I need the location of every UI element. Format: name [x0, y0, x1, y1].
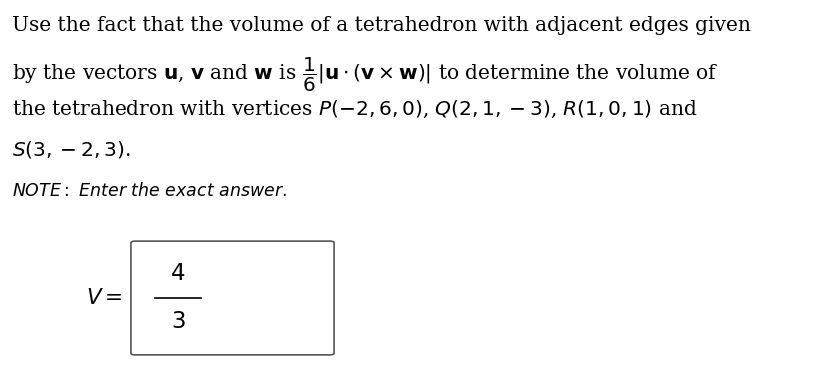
FancyBboxPatch shape — [131, 241, 334, 355]
Text: $4$: $4$ — [170, 263, 185, 285]
Text: the tetrahedron with vertices $P(-2,6,0)$, $Q(2,1,-3)$, $R(1,0,1)$ and: the tetrahedron with vertices $P(-2,6,0)… — [12, 99, 697, 120]
Text: $3$: $3$ — [171, 311, 185, 333]
Text: by the vectors $\mathbf{u}$, $\mathbf{v}$ and $\mathbf{w}$ is $\dfrac{1}{6}|\mat: by the vectors $\mathbf{u}$, $\mathbf{v}… — [12, 56, 718, 94]
Text: Use the fact that the volume of a tetrahedron with adjacent edges given: Use the fact that the volume of a tetrah… — [12, 16, 751, 35]
Text: $S(3,-2,3)$.: $S(3,-2,3)$. — [12, 139, 131, 160]
Text: $\it{NOTE{:}\ Enter\ the\ exact\ answer.}$: $\it{NOTE{:}\ Enter\ the\ exact\ answer.… — [12, 182, 287, 200]
Text: $V =$: $V =$ — [87, 287, 123, 309]
